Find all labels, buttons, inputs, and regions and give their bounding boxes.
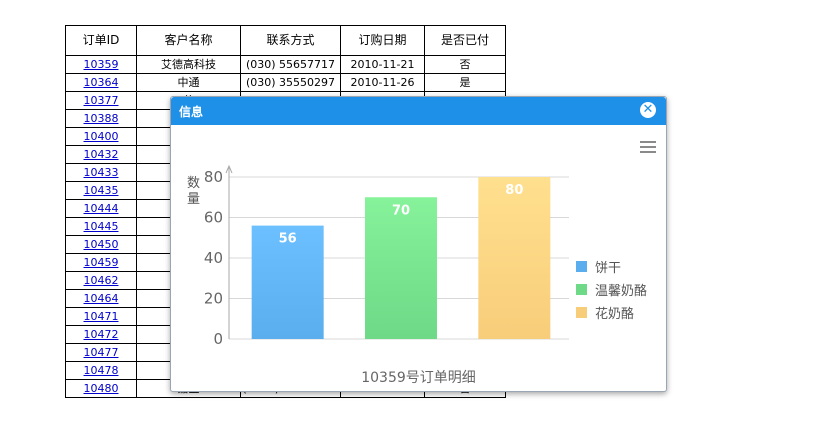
order-id-link[interactable]: 10364 bbox=[83, 76, 119, 89]
order-id-link[interactable]: 10400 bbox=[83, 130, 119, 143]
order-id-link[interactable]: 10445 bbox=[83, 220, 119, 233]
y-tick-label: 60 bbox=[204, 209, 223, 227]
order-id-link[interactable]: 10459 bbox=[83, 256, 119, 269]
y-tick-label: 20 bbox=[204, 290, 223, 308]
y-tick-label: 40 bbox=[204, 249, 223, 267]
order-id-link[interactable]: 10477 bbox=[83, 346, 119, 359]
close-icon[interactable]: ✕ bbox=[640, 102, 656, 118]
paid-status-cell: 是 bbox=[424, 73, 506, 92]
chart-menu-icon[interactable] bbox=[640, 141, 656, 153]
order-id-cell: 10388 bbox=[65, 109, 137, 128]
col-header-paid: 是否已付 bbox=[424, 25, 506, 56]
order-id-link[interactable]: 10388 bbox=[83, 112, 119, 125]
bar bbox=[365, 197, 437, 339]
order-id-link[interactable]: 10478 bbox=[83, 364, 119, 377]
order-id-cell: 10377 bbox=[65, 91, 137, 110]
dialog-header: 信息 ✕ bbox=[171, 97, 666, 125]
table-row: 10359 艾德高科技 (030) 55657717 2010-11-21 否 bbox=[65, 55, 506, 74]
legend-item[interactable]: 温馨奶酪 bbox=[576, 278, 647, 301]
order-id-cell: 10435 bbox=[65, 181, 137, 200]
order-id-link[interactable]: 10444 bbox=[83, 202, 119, 215]
order-id-cell: 10464 bbox=[65, 289, 137, 308]
legend-item[interactable]: 花奶酪 bbox=[576, 301, 647, 324]
order-id-link[interactable]: 10480 bbox=[83, 382, 119, 395]
order-id-link[interactable]: 10472 bbox=[83, 328, 119, 341]
order-id-cell: 10472 bbox=[65, 325, 137, 344]
table-header-row: 订单ID 客户名称 联系方式 订购日期 是否已付 bbox=[65, 25, 506, 56]
bar-value-label: 56 bbox=[279, 232, 297, 247]
order-id-cell: 10477 bbox=[65, 343, 137, 362]
order-id-cell: 10444 bbox=[65, 199, 137, 218]
bar bbox=[478, 177, 551, 339]
info-dialog: 信息 ✕ 0 20 40 60 80 数量 56 70 80 饼干 温馨奶酪 花奶酪 10359号订… bbox=[170, 96, 667, 392]
order-id-cell: 10432 bbox=[65, 145, 137, 164]
order-id-link[interactable]: 10462 bbox=[83, 274, 119, 287]
order-id-link[interactable]: 10450 bbox=[83, 238, 119, 251]
order-id-link[interactable]: 10377 bbox=[83, 94, 119, 107]
legend-swatch bbox=[576, 307, 587, 318]
y-axis-arrow-icon bbox=[225, 164, 233, 174]
order-id-cell: 10400 bbox=[65, 127, 137, 146]
order-id-cell: 10364 bbox=[65, 73, 137, 92]
legend-swatch bbox=[576, 284, 587, 295]
col-header-order-date: 订购日期 bbox=[340, 25, 425, 56]
order-date-cell: 2010-11-21 bbox=[340, 55, 425, 74]
chart-caption: 10359号订单明细 bbox=[361, 370, 476, 386]
customer-name-cell: 中通 bbox=[136, 73, 241, 92]
bar-value-label: 80 bbox=[505, 183, 523, 198]
y-axis-label: 数量 bbox=[187, 176, 200, 207]
order-id-link[interactable]: 10433 bbox=[83, 166, 119, 179]
order-id-cell: 10450 bbox=[65, 235, 137, 254]
legend-label: 饼干 bbox=[595, 261, 622, 276]
contact-cell: (030) 55657717 bbox=[240, 55, 341, 74]
order-id-cell: 10359 bbox=[65, 55, 137, 74]
order-id-cell: 10478 bbox=[65, 361, 137, 380]
col-header-order-id: 订单ID bbox=[65, 25, 137, 56]
order-id-cell: 10445 bbox=[65, 217, 137, 236]
contact-cell: (030) 35550297 bbox=[240, 73, 341, 92]
customer-name-cell: 艾德高科技 bbox=[136, 55, 241, 74]
legend-swatch bbox=[576, 261, 587, 272]
order-id-cell: 10459 bbox=[65, 253, 137, 272]
order-id-link[interactable]: 10435 bbox=[83, 184, 119, 197]
legend-label: 花奶酪 bbox=[595, 307, 635, 322]
dialog-title: 信息 bbox=[179, 105, 204, 119]
legend-label: 温馨奶酪 bbox=[595, 284, 648, 299]
order-id-cell: 10433 bbox=[65, 163, 137, 182]
col-header-customer: 客户名称 bbox=[136, 25, 241, 56]
paid-status-cell: 否 bbox=[424, 55, 506, 74]
order-id-link[interactable]: 10359 bbox=[83, 58, 119, 71]
order-date-cell: 2010-11-26 bbox=[340, 73, 425, 92]
y-tick-label: 0 bbox=[213, 330, 223, 348]
order-id-link[interactable]: 10432 bbox=[83, 148, 119, 161]
order-id-cell: 10462 bbox=[65, 271, 137, 290]
order-id-link[interactable]: 10471 bbox=[83, 310, 119, 323]
order-id-cell: 10471 bbox=[65, 307, 137, 326]
table-row: 10364 中通 (030) 35550297 2010-11-26 是 bbox=[65, 73, 506, 92]
bar bbox=[251, 225, 324, 339]
bar-value-label: 70 bbox=[392, 203, 410, 218]
col-header-contact: 联系方式 bbox=[240, 25, 341, 56]
legend-item[interactable]: 饼干 bbox=[576, 255, 647, 278]
order-id-cell: 10480 bbox=[65, 379, 137, 398]
chart-legend: 饼干 温馨奶酪 花奶酪 bbox=[576, 255, 647, 324]
y-tick-label: 80 bbox=[204, 168, 223, 186]
order-id-link[interactable]: 10464 bbox=[83, 292, 119, 305]
